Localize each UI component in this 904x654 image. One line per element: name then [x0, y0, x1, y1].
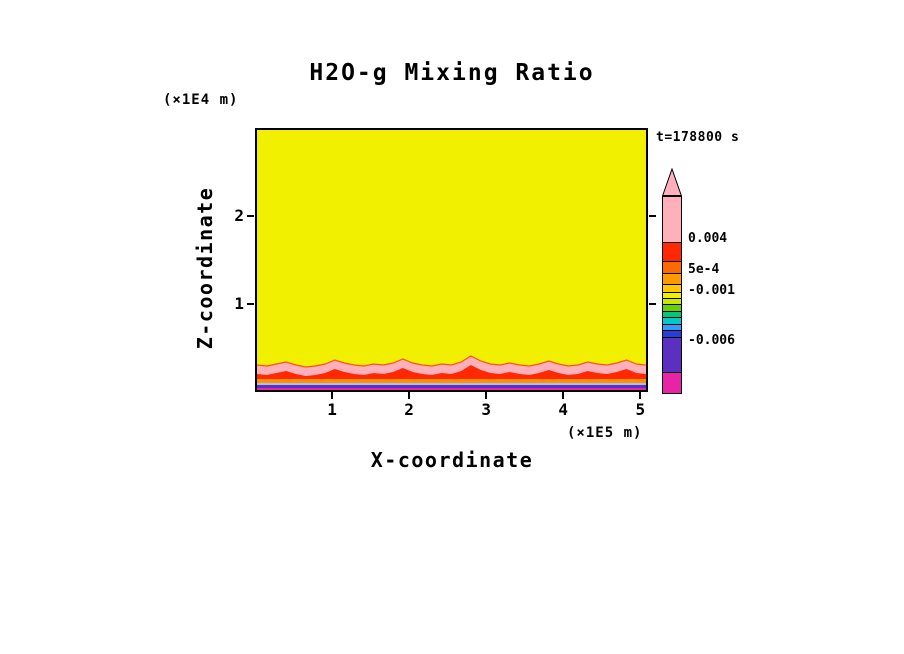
colorbar-arrow — [662, 168, 682, 196]
x-tick-label: 5 — [635, 400, 646, 419]
x-tick-label: 4 — [558, 400, 569, 419]
colorbar-segment — [663, 291, 681, 299]
colorbar-tick-label: 0.004 — [688, 231, 728, 246]
y-axis-units: (×1E4 m) — [163, 92, 239, 108]
x-tick-mark — [331, 392, 334, 399]
x-tick-mark — [562, 392, 565, 399]
colorbar-segment — [663, 323, 681, 331]
y-tick-label: 1 — [234, 294, 244, 313]
colorbar-segment — [663, 197, 681, 243]
x-tick-mark — [639, 392, 642, 399]
colorbar-segment — [663, 372, 681, 394]
colorbar-segment — [663, 298, 681, 305]
x-tick-label: 2 — [404, 400, 414, 419]
colorbar-segment — [663, 317, 681, 324]
light-blue-band — [257, 383, 646, 385]
x-axis-units: (×1E5 m) — [567, 425, 643, 441]
plot-area — [255, 128, 648, 392]
red-band — [257, 365, 646, 379]
chart-title: H2O-g Mixing Ratio — [309, 60, 595, 86]
colorbar-segment — [663, 336, 681, 373]
colorbar-tick-label: -0.001 — [688, 283, 735, 298]
x-axis-title: X-coordinate — [370, 448, 534, 472]
colorbar — [662, 168, 682, 394]
y-tick-label: 2 — [234, 206, 244, 225]
time-annotation: t=178800 s — [656, 130, 740, 145]
x-tick-mark — [408, 392, 411, 399]
contour-field — [257, 130, 646, 390]
y-tick-mark — [649, 303, 656, 305]
purple-band — [257, 385, 646, 388]
y-tick-mark — [247, 215, 254, 217]
x-tick-label: 3 — [481, 400, 491, 419]
colorbar-segment — [663, 284, 681, 292]
colorbar-tick-label: -0.006 — [688, 333, 735, 348]
colorbar-scale — [662, 196, 682, 394]
colorbar-segment — [663, 330, 681, 337]
magenta-band — [257, 388, 646, 390]
colorbar-segment — [663, 310, 681, 318]
colorbar-segment — [663, 242, 681, 262]
x-tick-mark — [485, 392, 488, 399]
contour-edge-line — [257, 355, 646, 368]
interior-region — [257, 130, 646, 390]
colorbar-segment — [663, 304, 681, 311]
colorbar-arrow-tip — [662, 168, 682, 196]
colorbar-segment — [663, 273, 681, 285]
colorbar-segment — [663, 261, 681, 274]
y-axis-title: Z-coordinate — [193, 186, 217, 350]
x-tick-label: 1 — [327, 400, 337, 419]
colorbar-tick-label: 5e-4 — [688, 262, 720, 277]
orange-band — [257, 379, 646, 383]
y-tick-mark — [247, 303, 254, 305]
y-tick-mark — [649, 215, 656, 217]
